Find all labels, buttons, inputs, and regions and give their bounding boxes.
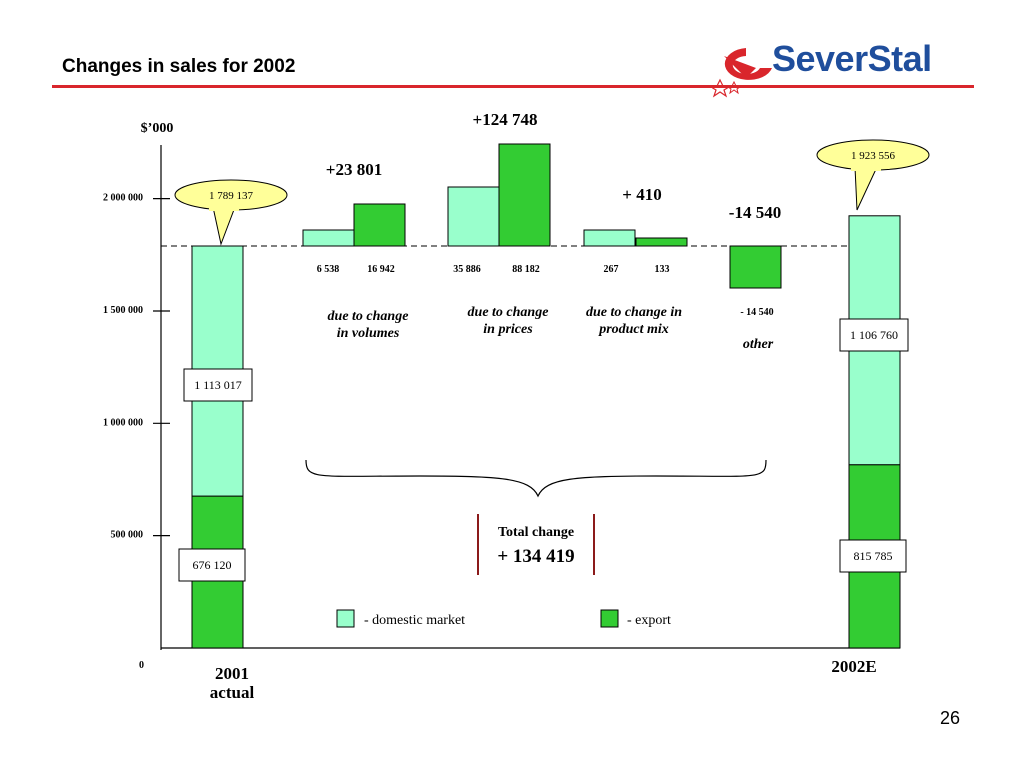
change-caption-mix: product mix — [598, 322, 669, 337]
total-change-value: + 134 419 — [497, 546, 574, 567]
category-label-2001: actual — [210, 683, 255, 702]
change-total-label-prices: +124 748 — [473, 110, 538, 129]
page-number: 26 — [940, 708, 961, 728]
y-tick-label: 1 500 000 — [103, 305, 143, 316]
title-underline — [52, 85, 974, 88]
severstal-logo-text: SeverStal — [772, 38, 932, 79]
domestic-value-label-2002: 1 106 760 — [850, 328, 898, 342]
domestic-value-box-2002 — [839, 318, 909, 352]
total-value-label-2001: 1 789 137 — [209, 190, 254, 202]
change-caption-volumes: in volumes — [337, 326, 400, 341]
change-export-label-prices: 88 182 — [512, 264, 540, 275]
y-tick-label: 500 000 — [111, 530, 144, 541]
legend-label-export: - export — [627, 613, 671, 628]
y-tick-label: 2 000 000 — [103, 193, 143, 204]
change-bar-export-other — [729, 245, 782, 289]
change-total-label-mix: + 410 — [622, 185, 661, 204]
change-total-label-volumes: +23 801 — [326, 160, 382, 179]
change-domestic-label-volumes: 6 538 — [317, 264, 340, 275]
category-label-2002: 2002E — [831, 657, 876, 676]
change-domestic-label-mix: 267 — [604, 264, 619, 275]
export-value-label-2001: 676 120 — [193, 558, 232, 572]
change-export-label-volumes: 16 942 — [367, 264, 395, 275]
change-domestic-label-prices: 35 886 — [453, 264, 481, 275]
grouping-brace — [305, 459, 767, 498]
page-title: Changes in sales for 2002 — [62, 56, 296, 77]
total-change-heading: Total change — [498, 525, 574, 540]
change-caption-prices: due to change — [468, 305, 549, 320]
change-bar-domestic-volumes — [302, 229, 355, 247]
change-export-label-mix: 133 — [655, 264, 670, 275]
y-tick-label: 1 000 000 — [103, 417, 143, 428]
total-callout-2002 — [816, 139, 930, 211]
change-caption-volumes: due to change — [328, 309, 409, 324]
y-axis-unit-label: $’000 — [141, 121, 174, 136]
severstal-logo — [712, 48, 772, 98]
change-bar-export-prices — [498, 143, 551, 247]
change-caption-mix: due to change in — [586, 305, 682, 320]
total-value-label-2002: 1 923 556 — [851, 150, 896, 162]
callout-pointer — [212, 206, 236, 246]
category-label-2001: 2001 — [215, 664, 249, 683]
export-value-label-2002: 815 785 — [854, 549, 893, 563]
export-value-box-2002 — [839, 539, 907, 573]
total-callout-2001 — [174, 179, 288, 246]
domestic-value-box-2001 — [183, 368, 253, 402]
callout-joint — [851, 163, 881, 171]
change-bar-domestic-prices — [447, 186, 500, 247]
y-tick-label: 0 — [139, 660, 144, 671]
severstal-logo-mark — [712, 48, 772, 98]
export-value-box-2001 — [178, 548, 246, 582]
legend-label-domestic: - domestic market — [364, 613, 465, 628]
change-caption-other: other — [743, 337, 774, 352]
change-export-label-other: - 14 540 — [740, 307, 773, 318]
change-bar-export-mix — [635, 237, 688, 247]
domestic-value-label-2001: 1 113 017 — [194, 378, 242, 392]
legend-swatch-export — [600, 609, 619, 628]
change-bar-domestic-mix — [583, 229, 636, 247]
change-caption-prices: in prices — [483, 322, 533, 337]
change-bar-export-volumes — [353, 203, 406, 247]
change-total-label-other: -14 540 — [729, 203, 781, 222]
legend-swatch-domestic — [336, 609, 355, 628]
callout-joint — [209, 203, 239, 211]
callout-pointer — [854, 166, 878, 211]
